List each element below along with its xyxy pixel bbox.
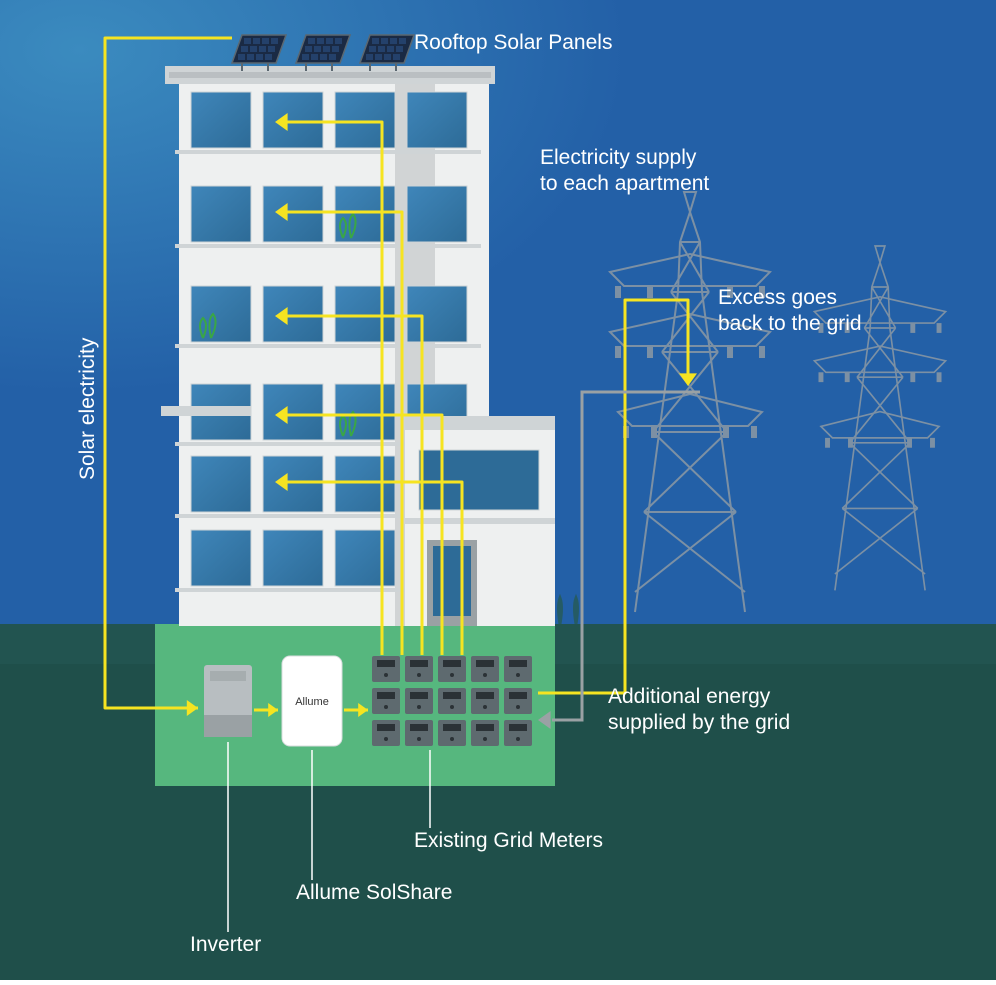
label-supply: Electricity supply to each apartment <box>540 145 709 198</box>
label-solar-electricity: Solar electricity <box>75 338 101 480</box>
label-inverter: Inverter <box>190 932 261 958</box>
label-rooftop: Rooftop Solar Panels <box>414 30 612 56</box>
label-additional: Additional energy supplied by the grid <box>608 684 790 737</box>
diagram-root: Allume Rooftop Solar Panels Electricity … <box>0 0 996 980</box>
label-solshare: Allume SolShare <box>296 880 452 906</box>
svg-text:Allume: Allume <box>295 696 329 708</box>
label-excess: Excess goes back to the grid <box>718 285 862 338</box>
label-meters: Existing Grid Meters <box>414 828 603 854</box>
